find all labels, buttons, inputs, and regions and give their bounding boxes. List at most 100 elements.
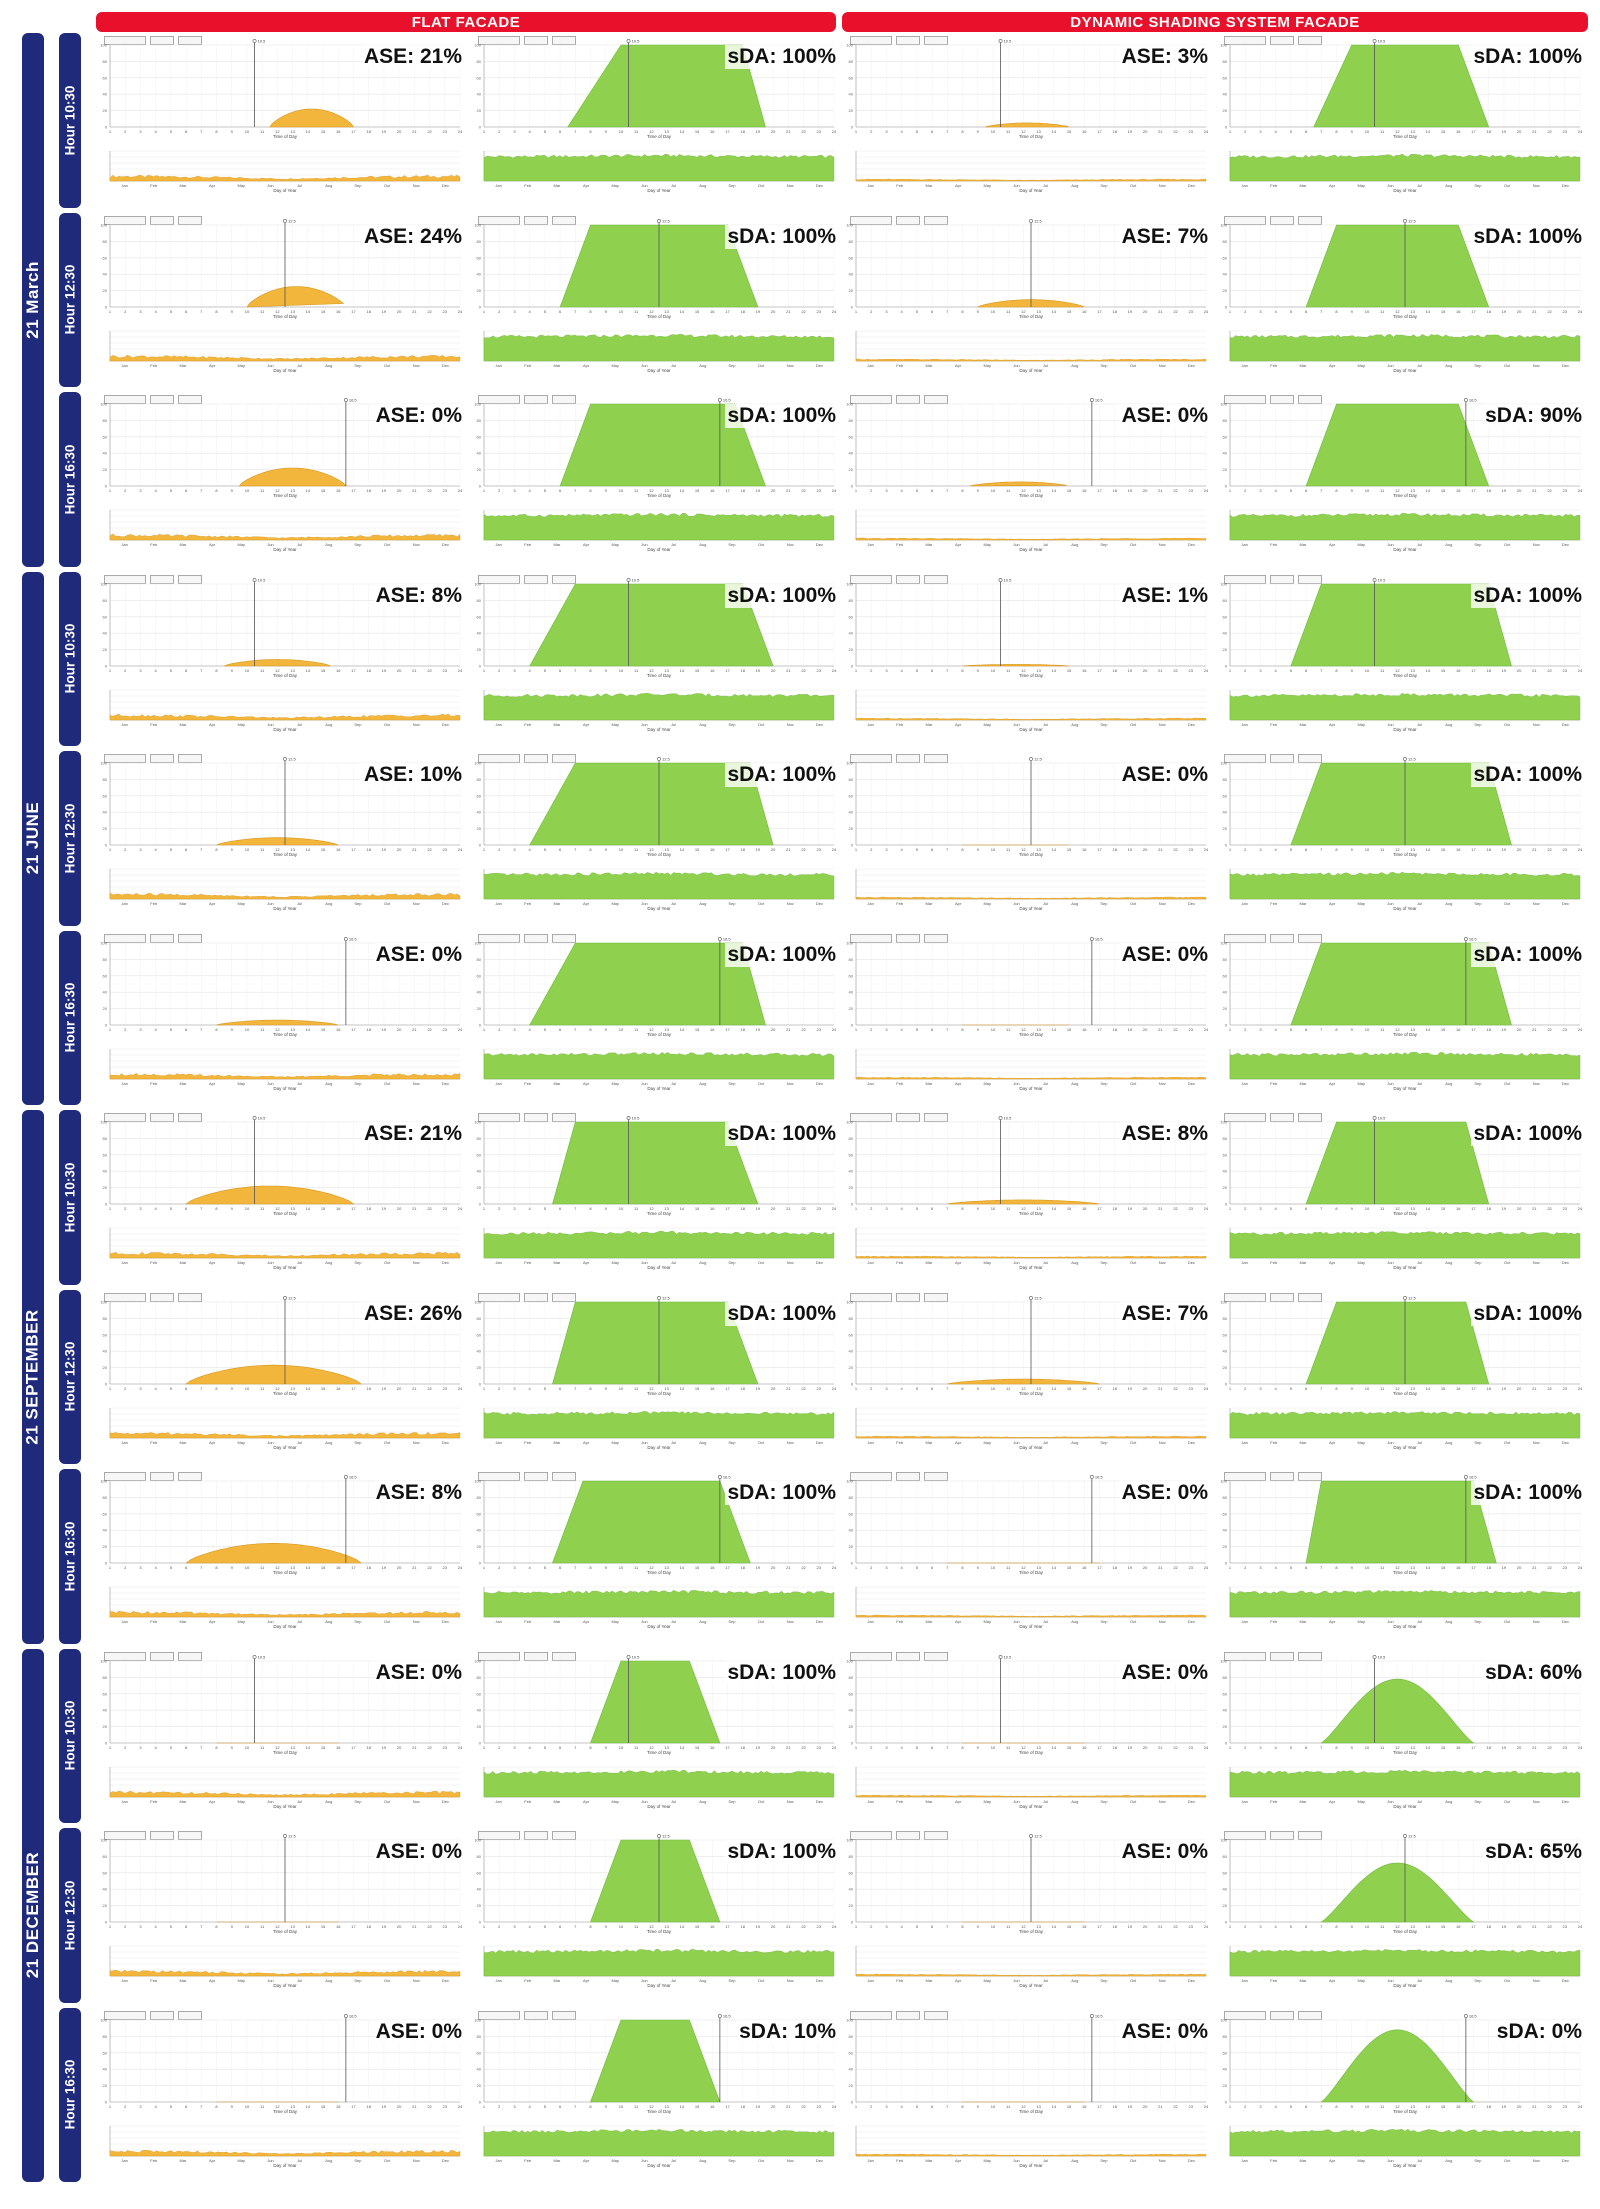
time-marker-handle[interactable] bbox=[717, 398, 722, 402]
chart-dropdown[interactable] bbox=[104, 1472, 146, 1481]
chart-dropdown[interactable] bbox=[178, 754, 202, 763]
chart-dropdown[interactable] bbox=[150, 574, 174, 584]
chart-dropdown[interactable] bbox=[1270, 1472, 1294, 1481]
chart-dropdown[interactable] bbox=[478, 1831, 520, 1840]
time-marker-handle[interactable] bbox=[717, 1475, 722, 1479]
chart-dropdown[interactable] bbox=[478, 933, 520, 943]
chart-dropdown[interactable] bbox=[524, 2010, 548, 2020]
time-marker-handle[interactable] bbox=[626, 39, 631, 43]
chart-dropdown[interactable] bbox=[178, 1651, 202, 1661]
chart-dropdown[interactable] bbox=[924, 1472, 948, 1481]
chart-dropdown[interactable] bbox=[1298, 1831, 1322, 1840]
chart-dropdown[interactable] bbox=[850, 1831, 892, 1840]
chart-dropdown[interactable] bbox=[478, 1472, 520, 1481]
chart-dropdown[interactable] bbox=[896, 1651, 920, 1661]
chart-dropdown[interactable] bbox=[524, 1831, 548, 1840]
chart-dropdown[interactable] bbox=[104, 933, 146, 943]
chart-dropdown[interactable] bbox=[524, 754, 548, 763]
chart-dropdown[interactable] bbox=[1270, 574, 1294, 584]
chart-dropdown[interactable] bbox=[1270, 2010, 1294, 2020]
chart-dropdown[interactable] bbox=[924, 933, 948, 943]
chart-dropdown[interactable] bbox=[1298, 933, 1322, 943]
chart-dropdown[interactable] bbox=[1298, 36, 1322, 45]
chart-dropdown[interactable] bbox=[1298, 574, 1322, 584]
chart-dropdown[interactable] bbox=[1270, 1113, 1294, 1122]
chart-dropdown[interactable] bbox=[1270, 395, 1294, 404]
chart-dropdown[interactable] bbox=[478, 2010, 520, 2020]
chart-dropdown[interactable] bbox=[896, 36, 920, 45]
chart-dropdown[interactable] bbox=[524, 36, 548, 45]
chart-dropdown[interactable] bbox=[1298, 1113, 1322, 1122]
time-marker-handle[interactable] bbox=[998, 1116, 1003, 1120]
chart-dropdown[interactable] bbox=[478, 574, 520, 584]
time-marker-handle[interactable] bbox=[1463, 2013, 1468, 2018]
time-marker-handle[interactable] bbox=[657, 757, 661, 761]
time-marker-handle[interactable] bbox=[1029, 1834, 1033, 1838]
chart-dropdown[interactable] bbox=[924, 2010, 948, 2020]
time-marker-handle[interactable] bbox=[1372, 577, 1377, 582]
chart-dropdown[interactable] bbox=[178, 933, 202, 943]
chart-dropdown[interactable] bbox=[1270, 1292, 1294, 1302]
chart-dropdown[interactable] bbox=[1224, 215, 1266, 225]
chart-dropdown[interactable] bbox=[896, 574, 920, 584]
time-marker-handle[interactable] bbox=[343, 398, 348, 402]
chart-dropdown[interactable] bbox=[1298, 1292, 1322, 1302]
time-marker-handle[interactable] bbox=[1463, 1475, 1468, 1479]
chart-dropdown[interactable] bbox=[150, 754, 174, 763]
time-marker-handle[interactable] bbox=[1029, 1295, 1033, 1300]
chart-dropdown[interactable] bbox=[178, 1292, 202, 1302]
time-marker-handle[interactable] bbox=[1089, 936, 1094, 941]
chart-dropdown[interactable] bbox=[1270, 215, 1294, 225]
time-marker-handle[interactable] bbox=[717, 2013, 722, 2018]
time-marker-handle[interactable] bbox=[998, 577, 1003, 582]
time-marker-handle[interactable] bbox=[1463, 936, 1468, 941]
chart-dropdown[interactable] bbox=[478, 395, 520, 404]
time-marker-handle[interactable] bbox=[657, 1295, 661, 1300]
chart-dropdown[interactable] bbox=[924, 1292, 948, 1302]
chart-dropdown[interactable] bbox=[850, 395, 892, 404]
chart-dropdown[interactable] bbox=[178, 574, 202, 584]
time-marker-handle[interactable] bbox=[626, 1654, 631, 1659]
chart-dropdown[interactable] bbox=[478, 1651, 520, 1661]
chart-dropdown[interactable] bbox=[524, 1472, 548, 1481]
chart-dropdown[interactable] bbox=[1298, 2010, 1322, 2020]
time-marker-handle[interactable] bbox=[1403, 1295, 1407, 1300]
chart-dropdown[interactable] bbox=[850, 2010, 892, 2020]
chart-dropdown[interactable] bbox=[924, 215, 948, 225]
chart-dropdown[interactable] bbox=[924, 754, 948, 763]
chart-dropdown[interactable] bbox=[552, 1831, 576, 1840]
chart-dropdown[interactable] bbox=[150, 36, 174, 45]
chart-dropdown[interactable] bbox=[104, 574, 146, 584]
chart-dropdown[interactable] bbox=[478, 754, 520, 763]
time-marker-handle[interactable] bbox=[283, 1834, 287, 1838]
time-marker-handle[interactable] bbox=[1372, 1654, 1377, 1659]
chart-dropdown[interactable] bbox=[896, 1831, 920, 1840]
chart-dropdown[interactable] bbox=[1224, 1831, 1266, 1840]
chart-dropdown[interactable] bbox=[552, 2010, 576, 2020]
chart-dropdown[interactable] bbox=[178, 2010, 202, 2020]
chart-dropdown[interactable] bbox=[150, 1292, 174, 1302]
chart-dropdown[interactable] bbox=[104, 1113, 146, 1122]
chart-dropdown[interactable] bbox=[552, 395, 576, 404]
time-marker-handle[interactable] bbox=[1372, 39, 1377, 43]
chart-dropdown[interactable] bbox=[178, 1831, 202, 1840]
time-marker-handle[interactable] bbox=[343, 2013, 348, 2018]
chart-dropdown[interactable] bbox=[552, 1292, 576, 1302]
chart-dropdown[interactable] bbox=[1224, 1292, 1266, 1302]
chart-dropdown[interactable] bbox=[850, 215, 892, 225]
chart-dropdown[interactable] bbox=[1270, 1651, 1294, 1661]
chart-dropdown[interactable] bbox=[1298, 215, 1322, 225]
time-marker-handle[interactable] bbox=[998, 1654, 1003, 1659]
chart-dropdown[interactable] bbox=[896, 215, 920, 225]
chart-dropdown[interactable] bbox=[552, 1651, 576, 1661]
chart-dropdown[interactable] bbox=[104, 1292, 146, 1302]
chart-dropdown[interactable] bbox=[150, 1472, 174, 1481]
chart-dropdown[interactable] bbox=[1224, 1472, 1266, 1481]
chart-dropdown[interactable] bbox=[896, 1472, 920, 1481]
chart-dropdown[interactable] bbox=[524, 933, 548, 943]
chart-dropdown[interactable] bbox=[896, 1113, 920, 1122]
chart-dropdown[interactable] bbox=[924, 1113, 948, 1122]
chart-dropdown[interactable] bbox=[104, 1831, 146, 1840]
chart-dropdown[interactable] bbox=[104, 1651, 146, 1661]
chart-dropdown[interactable] bbox=[850, 1113, 892, 1122]
